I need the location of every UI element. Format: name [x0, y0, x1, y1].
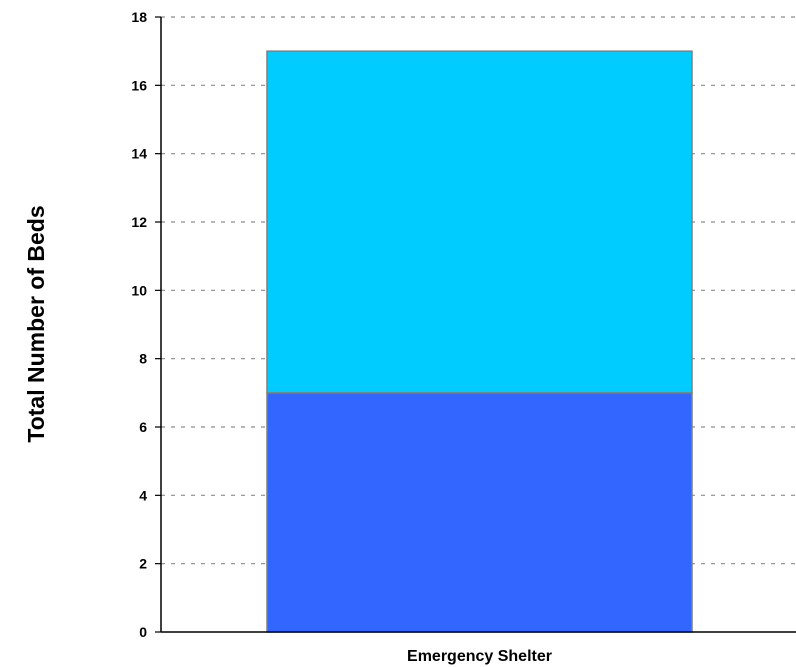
x-category-label: Emergency Shelter	[407, 648, 552, 665]
y-tick-label: 18	[131, 9, 147, 25]
y-tick-label: 0	[139, 624, 147, 640]
y-tick-label: 8	[139, 351, 147, 367]
y-tick-label: 16	[131, 77, 147, 93]
axes	[160, 17, 796, 633]
y-tick-labels: 0 2 4 6 8 10 12 14 16 18	[131, 9, 161, 640]
y-tick-label: 6	[139, 419, 147, 435]
y-tick-label: 10	[131, 282, 147, 298]
bar-segment-1	[266, 392, 693, 633]
bar-segment-2	[266, 50, 693, 394]
y-tick-label: 12	[131, 214, 147, 230]
bars	[266, 50, 693, 633]
x-category-labels: Emergency Shelter	[407, 648, 552, 665]
y-tick-label: 14	[131, 146, 147, 162]
y-tick-label: 2	[139, 556, 147, 572]
y-tick-label: 4	[139, 487, 147, 503]
y-axis-title: Total Number of Beds	[23, 205, 49, 442]
